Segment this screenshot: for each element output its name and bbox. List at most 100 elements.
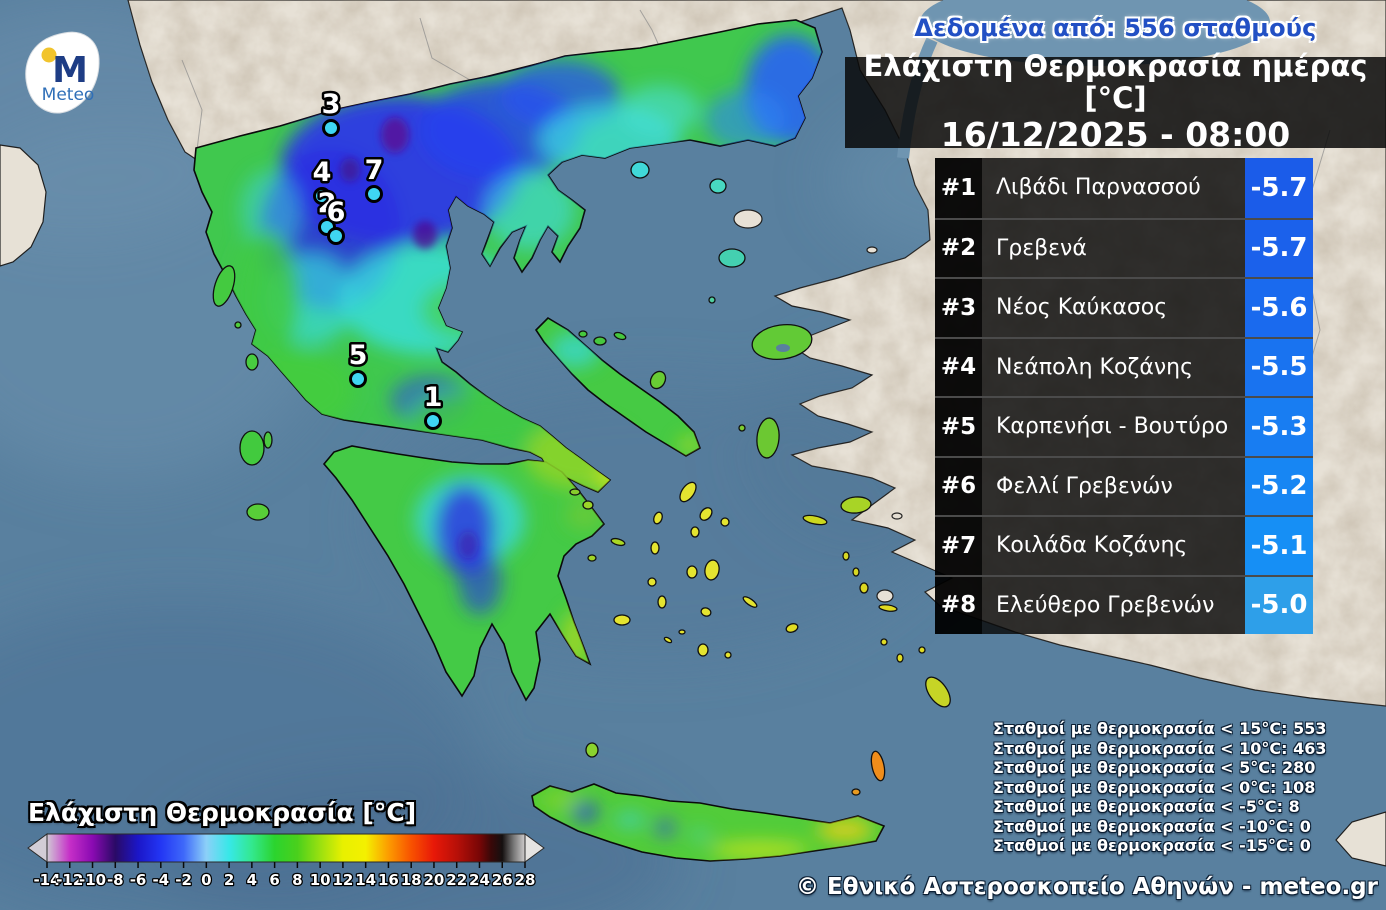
color-scale-legend: Ελάχιστη Θερμοκρασία [°C] -14 -12 -10 -8 -6-… — [14, 798, 574, 897]
table-row: #2 Γρεβενά -5.7 — [935, 217, 1313, 277]
station-rank-label: 1 — [424, 382, 443, 413]
map-datetime: 16/12/2025 - 08:00 — [940, 115, 1291, 155]
station-marker-3: 3 — [319, 87, 343, 137]
legend-tick-label: -8 — [107, 871, 124, 889]
station-marker-5: 5 — [346, 338, 370, 388]
temperature-value-cell: -5.7 — [1245, 158, 1313, 218]
title-band: Ελάχιστη Θερμοκρασία ημέρας [°C] 16/12/2… — [845, 51, 1386, 153]
temperature-value-cell: -5.3 — [1245, 398, 1313, 456]
legend-tick-label: -2 — [175, 871, 192, 889]
logo-wordmark: Meteo — [42, 85, 95, 105]
legend-tick-label: -10 — [79, 871, 106, 889]
station-dot — [424, 412, 442, 430]
station-name-cell: Νέος Καύκασος — [982, 279, 1245, 337]
rank-cell: #2 — [935, 219, 982, 277]
legend-tick-label: 0 — [201, 871, 211, 889]
station-name-cell: Καρπενήσι - Βουτύρο — [982, 398, 1245, 456]
legend-tick-label: 28 — [515, 871, 536, 889]
station-dot — [322, 119, 340, 137]
station-name-cell: Λιβάδι Παρνασσού — [982, 158, 1245, 218]
table-row: #3 Νέος Καύκασος -5.6 — [935, 277, 1313, 337]
legend-gradient-bar — [46, 833, 526, 863]
station-rank-label: 6 — [327, 197, 346, 228]
legend-tick-label: -6 — [130, 871, 147, 889]
rank-cell: #1 — [935, 158, 982, 218]
legend-tick-label: 14 — [355, 871, 376, 889]
islands — [212, 161, 951, 796]
legend-tick-label: -4 — [152, 871, 169, 889]
station-name-cell: Φελλί Γρεβενών — [982, 457, 1245, 515]
map-title: Ελάχιστη Θερμοκρασία ημέρας [°C] — [863, 49, 1368, 116]
legend-left-arrow — [27, 833, 48, 863]
coldest-stations-table: #1 Λιβάδι Παρνασσού -5.7 #2 Γρεβενά -5.7… — [935, 158, 1313, 634]
legend-tick-label: 18 — [401, 871, 422, 889]
legend-tick-label: 24 — [469, 871, 490, 889]
table-row: #8 Ελεύθερο Γρεβενών -5.0 — [935, 574, 1313, 634]
station-rank-label: 7 — [365, 155, 384, 186]
rank-cell: #5 — [935, 398, 982, 456]
rank-cell: #6 — [935, 457, 982, 515]
legend-ticks — [46, 862, 526, 868]
legend-tick-label: 22 — [446, 871, 467, 889]
stat-line: Σταθμοί με θερμοκρασία < 5°C: 280 — [993, 758, 1316, 777]
stat-line: Σταθμοί με θερμοκρασία < 10°C: 463 — [993, 738, 1327, 758]
station-marker-7: 7 — [362, 153, 386, 203]
station-dot — [349, 370, 367, 388]
logo-letter: M — [52, 50, 88, 91]
station-rank-label: 5 — [349, 340, 368, 371]
rank-cell: #4 — [935, 338, 982, 396]
legend-tick-label: 12 — [332, 871, 353, 889]
station-statistics: Σταθμοί με θερμοκρασία < 15°C: 553 Σταθμο… — [993, 719, 1326, 856]
stat-line: Σταθμοί με θερμοκρασία < 0°C: 108 — [993, 777, 1316, 797]
temperature-value-cell: -5.5 — [1245, 338, 1313, 396]
stat-line: Σταθμοί με θερμοκρασία < 15°C: 553 — [993, 719, 1327, 738]
table-row: #7 Κοιλάδα Κοζάνης -5.1 — [935, 515, 1313, 575]
table-row: #1 Λιβάδι Παρνασσού -5.7 — [935, 158, 1313, 218]
rank-cell: #3 — [935, 279, 982, 337]
data-source-label: Δεδομένα από: 556 σταθμούς — [914, 14, 1317, 42]
station-dot — [327, 227, 345, 245]
temperature-value-cell: -5.1 — [1245, 517, 1313, 575]
temperature-value-cell: -5.2 — [1245, 457, 1313, 515]
table-row: #5 Καρπενήσι - Βουτύρο -5.3 — [935, 396, 1313, 456]
station-dot — [365, 185, 383, 203]
station-name-cell: Νεάπολη Κοζάνης — [982, 338, 1245, 396]
station-name-cell: Ελεύθερο Γρεβενών — [982, 576, 1245, 634]
station-rank-label: 2 — [318, 188, 337, 219]
logo-sun-dot — [41, 47, 57, 63]
temperature-value-cell: -5.6 — [1245, 279, 1313, 337]
legend-tick-labels: -14-12-10 -8 -6 -4 -2 0 2 4 6 8 10 12 14 16 18 20 22 24 26… — [32, 870, 536, 891]
temperature-value-cell: -5.0 — [1245, 576, 1313, 634]
legend-tick-label: 16 — [378, 871, 399, 889]
copyright-attribution: © Εθνικό Αστεροσκοπείο Αθηνών - meteo.gr — [796, 874, 1378, 900]
station-rank-label: 3 — [322, 89, 341, 120]
legend-tick-label: 4 — [247, 871, 257, 889]
stat-line: Σταθμοί με θερμοκρασία < -10°C: 0 — [993, 816, 1311, 836]
rank-cell: #7 — [935, 517, 982, 575]
station-marker-6: 6 — [324, 195, 348, 245]
legend-tick-label: -14 — [33, 871, 60, 889]
rank-cell: #8 — [935, 576, 982, 634]
station-markers: 3 4 726 5 1 — [310, 87, 445, 430]
station-rank-label: 4 — [313, 157, 332, 188]
legend-right-arrow — [524, 833, 545, 863]
legend-tick-label: 10 — [310, 871, 331, 889]
temperature-value-cell: -5.7 — [1245, 219, 1313, 277]
stat-line: Σταθμοί με θερμοκρασία < -15°C: 0 — [993, 836, 1311, 855]
table-row: #4 Νεάπολη Κοζάνης -5.5 — [935, 336, 1313, 396]
meteo-logo: M Meteo — [18, 26, 114, 122]
station-dot — [313, 187, 331, 205]
station-name-cell: Κοιλάδα Κοζάνης — [982, 517, 1245, 575]
legend-tick-label: 20 — [424, 871, 445, 889]
legend-tick-label: 8 — [292, 871, 302, 889]
table-row: #6 Φελλί Γρεβενών -5.2 — [935, 455, 1313, 515]
legend-color-bar: -14-12-10 -8 -6 -4 -2 0 2 4 6 8 10 12 14 16 18 20 22 24 26… — [27, 833, 545, 891]
station-marker-4: 4 — [310, 155, 334, 205]
stat-line: Σταθμοί με θερμοκρασία < -5°C: 8 — [993, 797, 1300, 816]
legend-title: Ελάχιστη Θερμοκρασία [°C] — [28, 798, 417, 827]
station-name-cell: Γρεβενά — [982, 219, 1245, 277]
station-marker-1: 1 — [421, 380, 445, 430]
legend-tick-label: 2 — [224, 871, 234, 889]
legend-tick-label: 26 — [492, 871, 513, 889]
